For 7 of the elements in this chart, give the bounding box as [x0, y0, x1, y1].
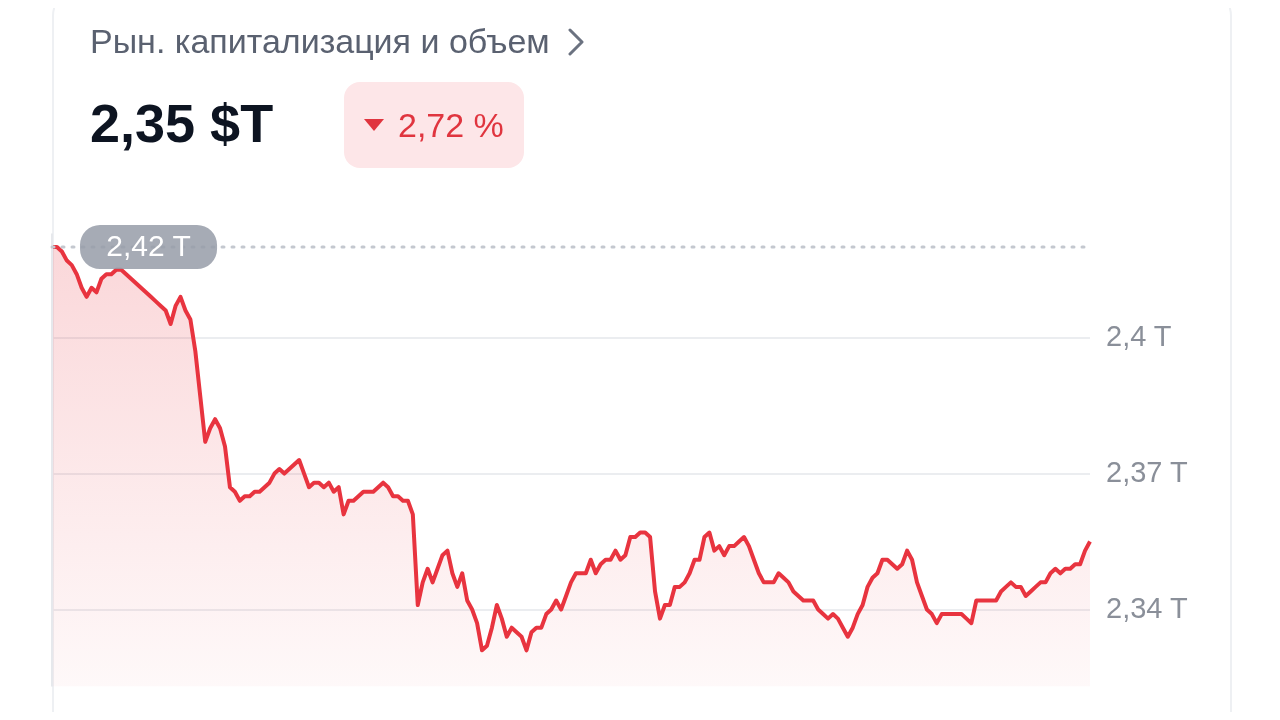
ref-line-label: 2,42 T [106, 229, 191, 263]
y-tick-label: 2,34 T [1106, 591, 1188, 624]
text: 2,72 % [398, 105, 504, 145]
chart-subtitle: 2,35 $T [90, 92, 274, 154]
y-tick-label: 2,37 T [1106, 455, 1188, 488]
y-tick-label: 2,4 T [1106, 319, 1172, 352]
chart-title: Рын. капитализация и объем [90, 22, 550, 61]
